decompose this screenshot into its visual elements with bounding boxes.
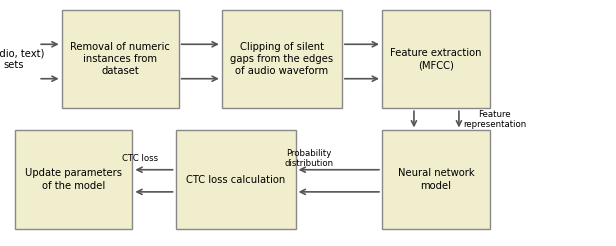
FancyBboxPatch shape <box>222 10 342 108</box>
FancyBboxPatch shape <box>382 10 490 108</box>
Text: Feature extraction
(MFCC): Feature extraction (MFCC) <box>390 48 482 70</box>
Text: CTC loss: CTC loss <box>123 154 158 163</box>
Text: CTC loss calculation: CTC loss calculation <box>186 175 285 184</box>
FancyBboxPatch shape <box>382 130 490 229</box>
Text: Probability
distribution: Probability distribution <box>285 149 334 168</box>
FancyBboxPatch shape <box>15 130 132 229</box>
Text: Feature
representation: Feature representation <box>463 110 527 129</box>
FancyBboxPatch shape <box>62 10 179 108</box>
Text: (audio, text)
sets: (audio, text) sets <box>0 48 44 70</box>
Text: Removal of numeric
instances from
dataset: Removal of numeric instances from datase… <box>70 42 170 77</box>
Text: Update parameters
of the model: Update parameters of the model <box>25 168 123 191</box>
Text: Neural network
model: Neural network model <box>397 168 474 191</box>
Text: Clipping of silent
gaps from the edges
of audio waveform: Clipping of silent gaps from the edges o… <box>230 42 333 77</box>
FancyBboxPatch shape <box>176 130 296 229</box>
